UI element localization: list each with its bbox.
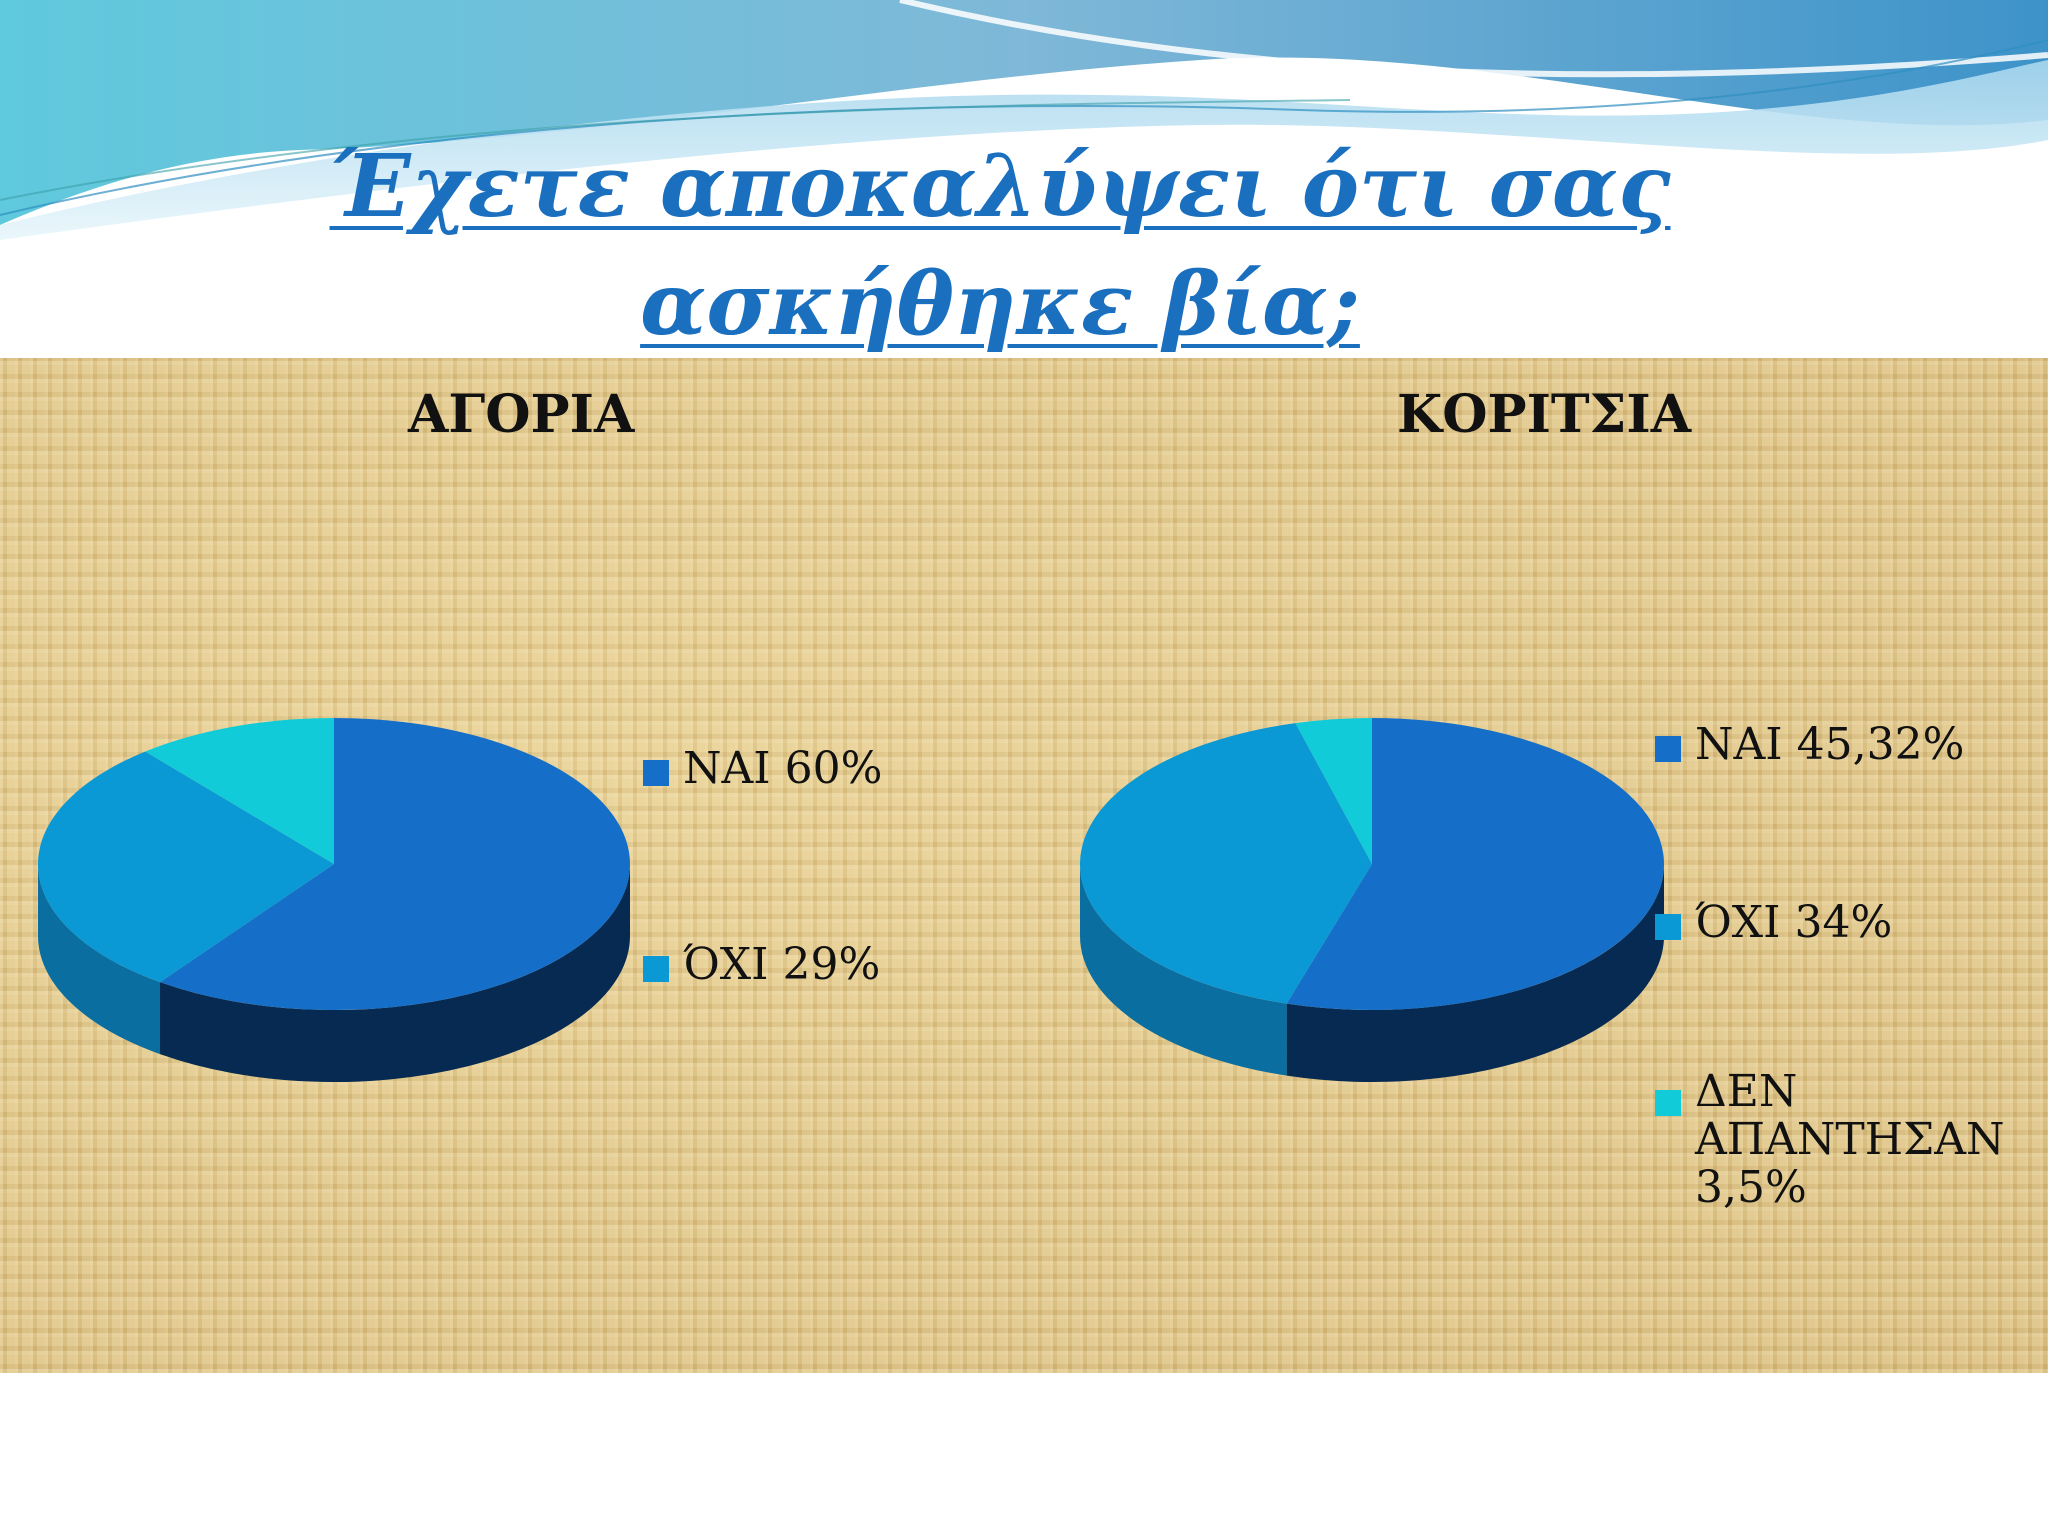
legend-swatch-oxi-boys <box>643 956 669 982</box>
legend-swatch-no-answer-girls <box>1655 1090 1681 1116</box>
pie-girls-slice-2 <box>1295 718 1372 864</box>
legend-swatch-nai-girls <box>1655 736 1681 762</box>
pie-girls-slice-1 <box>1080 723 1372 1004</box>
pie-boys <box>38 718 631 1082</box>
chart-panel: ΑΓΟΡΙΑ ΚΟΡΙΤΣΙΑ ΝΑΙ 60% ΌΧΙ 29% ΝΑΙ 45,3… <box>0 358 2048 1373</box>
pie-boys-side-0 <box>160 864 630 1082</box>
pie-girls-side-0 <box>1286 864 1664 1082</box>
legend-label-nai-girls: ΝΑΙ 45,32% <box>1695 719 1965 770</box>
pie-boys-slice-2 <box>145 718 334 864</box>
pie-boys-slice-1 <box>38 751 335 983</box>
legend-swatch-oxi-girls <box>1655 914 1681 940</box>
pie-girls <box>1080 718 1664 1082</box>
pie-girls-slice-0 <box>1286 718 1664 1010</box>
legend-label-nai-boys: ΝΑΙ 60% <box>683 743 883 794</box>
pie-girls-side-1 <box>1080 864 1287 1076</box>
legend-swatch-nai-boys <box>643 760 669 786</box>
chart-title-girls: ΚΟΡΙΤΣΙΑ <box>1397 384 1692 445</box>
legend-label-oxi-boys: ΌΧΙ 29% <box>683 939 881 990</box>
pie-charts <box>38 718 1664 1082</box>
chart-title-boys: ΑΓΟΡΙΑ <box>408 384 635 445</box>
slide-title: Έχετε αποκαλύψει ότι σας ασκήθηκε βία; <box>329 136 1671 355</box>
pie-boys-slice-0 <box>160 718 631 1010</box>
decorative-waves-header <box>0 0 2048 240</box>
legend-label-oxi-girls: ΌΧΙ 34% <box>1695 897 1893 948</box>
legend-label-no-answer-girls: ΔΕΝ ΑΠΑΝΤΗΣΑΝ 3,5% <box>1695 1066 2005 1213</box>
pie-boys-side-1 <box>38 864 161 1055</box>
